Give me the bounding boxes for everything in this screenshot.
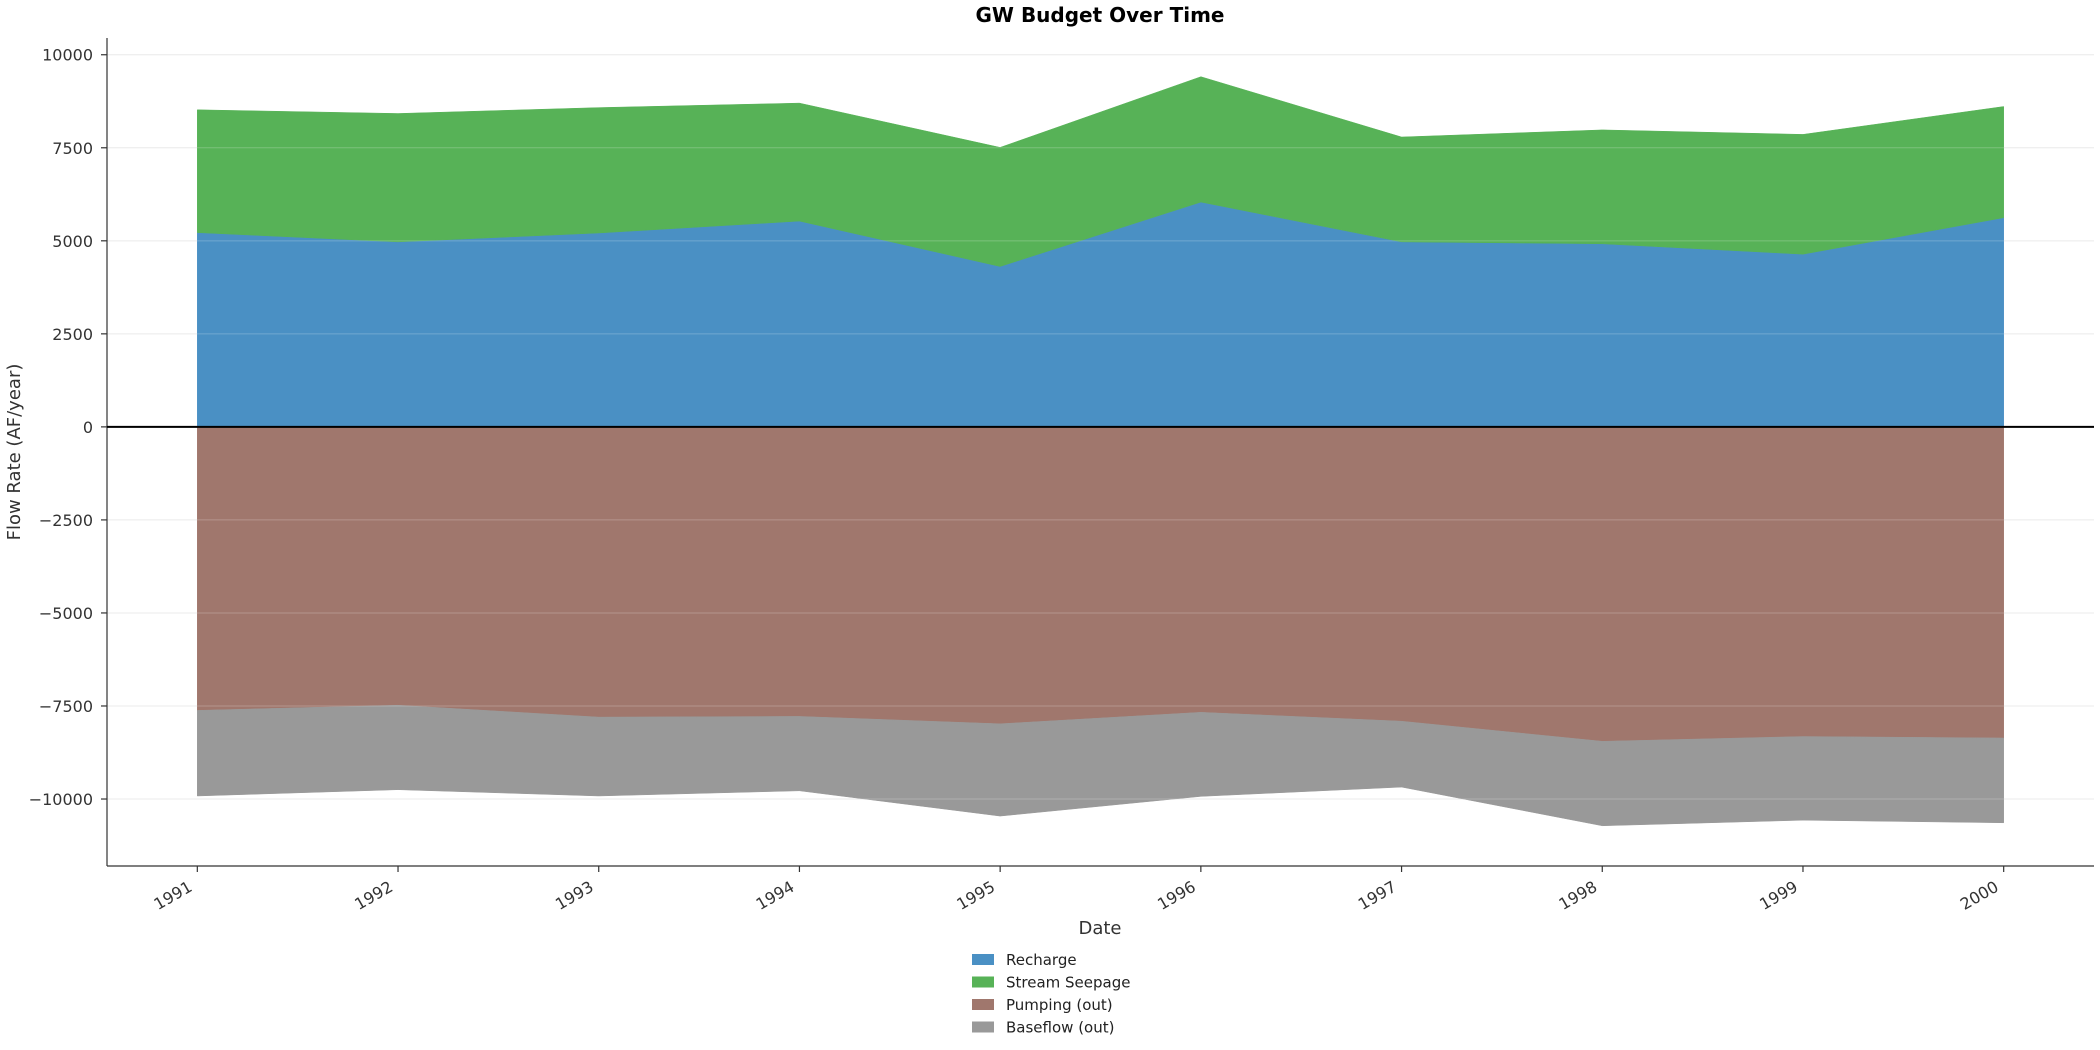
x-tick-label: 1993	[552, 877, 597, 914]
y-tick-label: −10000	[29, 790, 93, 809]
x-tick-label: 1991	[151, 877, 196, 914]
y-tick-label: −7500	[39, 697, 93, 716]
y-ticks: 10000 7500 5000 2500 0 −2500 −5000 −7500 −10000	[29, 46, 107, 809]
legend-swatch	[972, 976, 994, 988]
y-tick-label: −2500	[39, 511, 93, 530]
x-ticks: 1991 1992 1993 1994 1995 1996 1997 1998 1999 2000	[151, 866, 2005, 914]
y-tick-label: 2500	[52, 325, 93, 344]
area-baseflow-out	[197, 704, 2004, 827]
y-tick-label: −5000	[39, 604, 93, 623]
y-tick-label: 10000	[42, 46, 93, 65]
area-pumping-out	[197, 426, 2004, 742]
x-tick-label: 1995	[953, 877, 998, 914]
x-tick-label: 1999	[1756, 877, 1801, 914]
area-stream-seepage	[197, 76, 2004, 267]
chart-title: GW Budget Over Time	[976, 3, 1225, 27]
axes	[106, 38, 2094, 867]
legend: Recharge Stream Seepage Pumping (out) Basef…	[972, 951, 1130, 1037]
y-tick-label: 7500	[52, 139, 93, 158]
x-tick-label: 1998	[1556, 877, 1601, 914]
legend-label: Pumping (out)	[1006, 996, 1113, 1014]
stacked-areas	[107, 54, 2094, 827]
x-tick-label: 1996	[1154, 877, 1199, 914]
x-tick-label: 1994	[753, 877, 798, 914]
legend-label: Baseflow (out)	[1006, 1019, 1114, 1037]
x-tick-label: 1997	[1355, 877, 1400, 914]
x-tick-label: 2000	[1957, 877, 2002, 914]
x-axis-label: Date	[1078, 918, 1121, 939]
y-tick-label: 0	[83, 418, 93, 437]
legend-swatch	[972, 954, 994, 965]
legend-label: Recharge	[1006, 951, 1077, 969]
x-tick-label: 1992	[351, 877, 396, 914]
legend-label: Stream Seepage	[1006, 974, 1130, 992]
y-axis-label: Flow Rate (AF/year)	[4, 364, 25, 541]
y-tick-label: 5000	[52, 232, 93, 251]
legend-swatch	[972, 999, 994, 1010]
legend-swatch	[972, 1021, 994, 1033]
